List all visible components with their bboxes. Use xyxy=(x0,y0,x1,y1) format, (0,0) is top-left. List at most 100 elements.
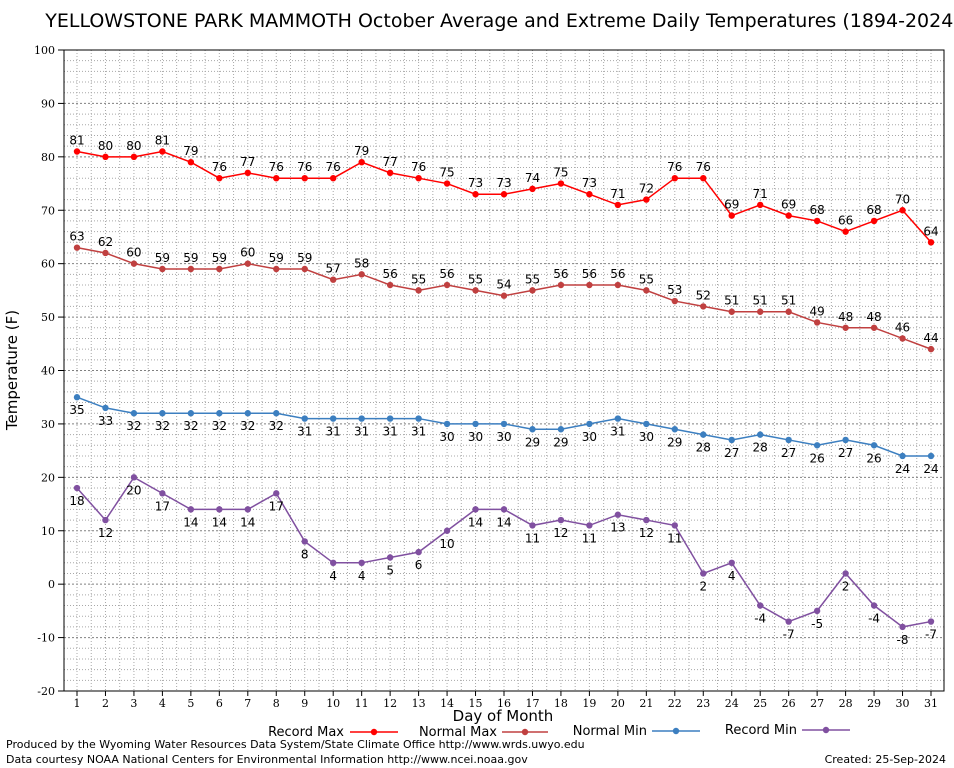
x-tick-label: 13 xyxy=(412,697,426,710)
series-normal-max: 63 62 60 59 59 59 60 59 59 57 58 56 55 56 55 54 55 56 56 56… xyxy=(69,230,939,353)
data-point xyxy=(927,618,935,625)
data-point xyxy=(557,426,565,433)
data-label: 69 xyxy=(724,198,739,212)
data-label: 59 xyxy=(212,251,227,265)
data-label: 32 xyxy=(126,419,141,433)
data-label: 4 xyxy=(329,569,337,583)
data-label: 32 xyxy=(240,419,255,433)
data-point xyxy=(614,415,622,422)
x-tick-label: 8 xyxy=(273,697,280,710)
data-label: 76 xyxy=(297,160,312,174)
x-tick-label: 20 xyxy=(611,697,625,710)
y-tick-label: 40 xyxy=(41,365,55,378)
data-label: 56 xyxy=(582,267,597,281)
data-label: 75 xyxy=(553,166,568,180)
data-label: 55 xyxy=(639,272,654,286)
data-label: 59 xyxy=(155,251,170,265)
data-point xyxy=(273,175,280,182)
y-tick-label: 10 xyxy=(41,525,55,538)
data-label: 31 xyxy=(354,425,369,439)
data-label: 68 xyxy=(809,203,824,217)
data-point xyxy=(73,484,81,492)
data-point xyxy=(500,420,508,428)
data-label: 53 xyxy=(667,283,682,297)
data-label: 44 xyxy=(923,331,938,345)
legend-item: Record Min xyxy=(725,723,850,738)
data-label: -4 xyxy=(868,612,880,626)
data-point xyxy=(386,281,394,289)
footer-created: Created: 25-Sep-2024 xyxy=(824,753,946,766)
data-point xyxy=(785,308,792,315)
data-point xyxy=(700,303,707,310)
data-label: 8 xyxy=(301,547,309,561)
legend-marker xyxy=(672,727,680,735)
data-point xyxy=(273,265,280,273)
data-label: 11 xyxy=(667,531,682,545)
data-label: 51 xyxy=(753,294,768,308)
data-label: 14 xyxy=(468,515,483,529)
x-tick-label: 22 xyxy=(668,697,682,710)
data-point xyxy=(671,175,678,182)
data-label: 35 xyxy=(69,403,84,417)
data-label: 51 xyxy=(781,294,796,308)
data-label: 27 xyxy=(781,446,796,460)
data-point xyxy=(700,570,707,577)
data-point xyxy=(443,420,451,428)
data-point xyxy=(130,153,138,161)
data-point xyxy=(159,410,166,417)
data-point xyxy=(415,548,422,556)
x-tick-label: 7 xyxy=(244,697,251,710)
data-label: 11 xyxy=(525,531,540,545)
chart-title: YELLOWSTONE PARK MAMMOTH October Average… xyxy=(44,10,954,32)
data-label: 17 xyxy=(155,499,170,513)
data-label: 31 xyxy=(297,425,312,439)
data-point xyxy=(899,207,906,214)
data-point xyxy=(728,436,735,444)
data-point xyxy=(842,324,849,331)
data-label: 57 xyxy=(326,262,341,276)
data-point xyxy=(244,260,251,267)
legend-marker xyxy=(521,728,529,736)
data-point xyxy=(330,175,337,182)
data-point xyxy=(557,281,565,289)
data-label: 79 xyxy=(354,144,369,158)
data-label: 2 xyxy=(699,579,707,593)
data-point xyxy=(73,148,81,155)
legend-item: Normal Min xyxy=(573,724,700,739)
data-point xyxy=(842,228,849,235)
data-point xyxy=(102,153,109,161)
x-tick-label: 9 xyxy=(301,697,308,710)
data-point xyxy=(785,618,792,625)
y-tick-label: 30 xyxy=(41,418,55,431)
data-point xyxy=(443,527,451,534)
data-label: 18 xyxy=(69,494,84,508)
data-point xyxy=(700,175,707,182)
legend-marker xyxy=(822,726,830,734)
data-point xyxy=(813,319,821,326)
data-point xyxy=(813,607,821,615)
data-point xyxy=(870,442,878,449)
data-label: 51 xyxy=(724,294,739,308)
data-label: 76 xyxy=(696,160,711,174)
data-label: 28 xyxy=(696,441,711,455)
data-label: 80 xyxy=(98,139,113,153)
data-label: 30 xyxy=(582,430,597,444)
data-label: 26 xyxy=(866,451,881,465)
x-tick-label: 12 xyxy=(383,697,397,710)
data-point xyxy=(671,426,678,433)
legend-marker xyxy=(370,728,378,736)
data-point xyxy=(443,281,451,289)
data-point xyxy=(927,452,935,460)
data-label: 30 xyxy=(639,430,654,444)
data-label: 14 xyxy=(496,515,511,529)
data-point xyxy=(330,415,337,422)
data-point xyxy=(216,175,223,182)
data-label: 12 xyxy=(639,526,654,540)
y-tick-label: 0 xyxy=(48,578,55,591)
data-point xyxy=(899,452,906,460)
data-point xyxy=(73,394,81,401)
data-label: 32 xyxy=(212,419,227,433)
x-axis-label: Day of Month xyxy=(453,707,554,725)
data-point xyxy=(358,559,365,566)
data-label: 76 xyxy=(212,160,227,174)
